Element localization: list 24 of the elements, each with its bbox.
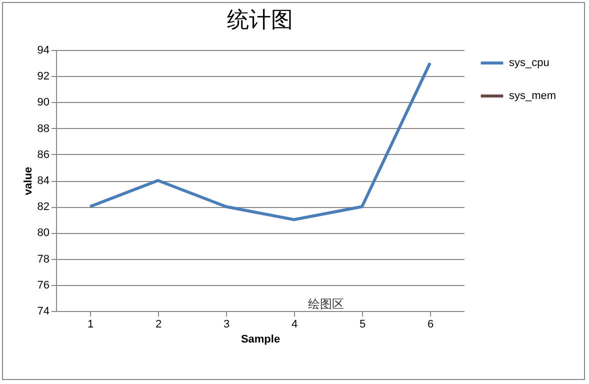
y-axis-title: value — [22, 166, 34, 196]
y-tick-label: 92 — [37, 70, 50, 83]
y-tick-label: 76 — [37, 279, 50, 292]
y-tick-label: 74 — [37, 306, 50, 318]
legend-label: sys_mem — [509, 90, 556, 102]
y-tick-label: 88 — [37, 122, 50, 135]
y-tick-label: 80 — [37, 227, 50, 240]
x-tick-label: 1 — [87, 318, 94, 330]
legend-label: sys_cpu — [509, 57, 550, 69]
line-series — [88, 62, 432, 222]
y-tick-label: 84 — [37, 175, 50, 187]
annotation: 绘图区 — [308, 297, 344, 311]
chart-title: 统计图 — [227, 8, 293, 33]
y-tick-label: 78 — [37, 253, 50, 266]
y-tick-label: 86 — [37, 148, 50, 161]
x-tick-label: 4 — [291, 318, 298, 330]
y-tick-label: 94 — [37, 44, 50, 56]
x-tick-label: 5 — [359, 318, 366, 330]
x-tick-label: 2 — [155, 318, 162, 330]
x-tick-label: 6 — [427, 318, 434, 330]
x-tick-label: 3 — [223, 318, 230, 330]
x-axis-title: Sample — [240, 334, 280, 346]
y-tick-label: 90 — [37, 96, 50, 109]
y-tick-label: 82 — [37, 201, 50, 214]
